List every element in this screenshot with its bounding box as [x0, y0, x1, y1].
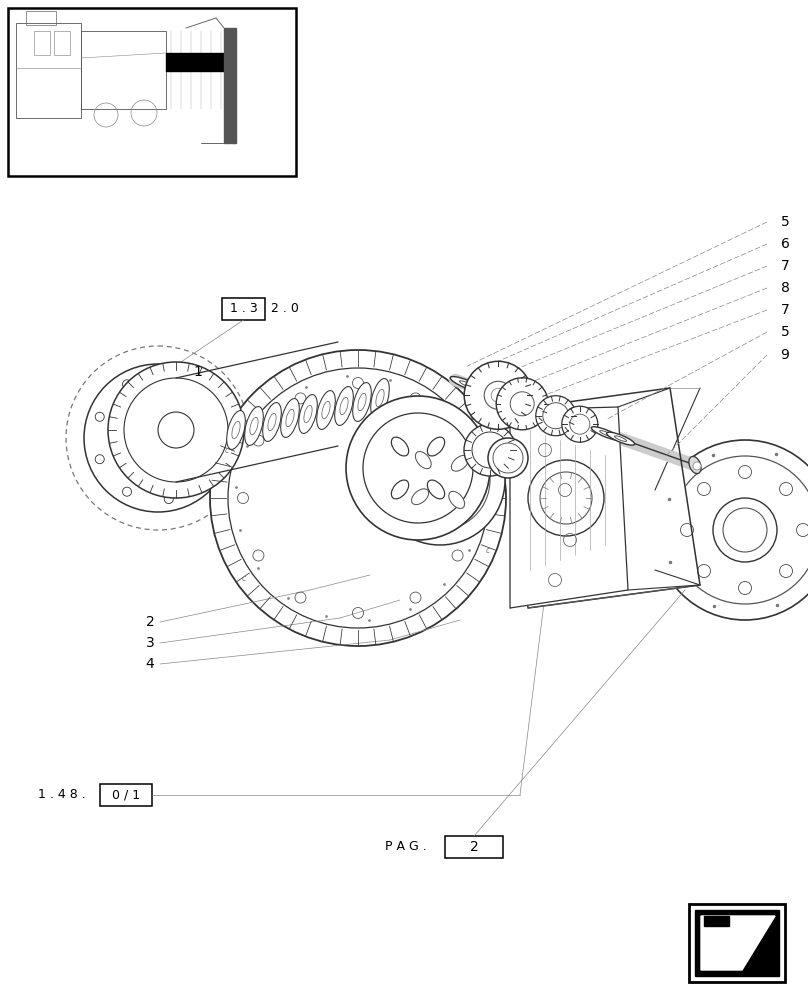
Ellipse shape: [450, 377, 484, 392]
Text: c: c: [225, 446, 229, 455]
Text: 8: 8: [781, 281, 789, 295]
Text: c: c: [470, 413, 475, 422]
Ellipse shape: [689, 456, 701, 474]
Ellipse shape: [460, 381, 474, 388]
Circle shape: [375, 415, 505, 545]
Ellipse shape: [245, 407, 263, 445]
Text: c: c: [242, 574, 246, 583]
Ellipse shape: [353, 383, 372, 421]
Ellipse shape: [391, 437, 409, 456]
Polygon shape: [704, 916, 729, 926]
Circle shape: [723, 508, 767, 552]
Circle shape: [510, 392, 534, 416]
Circle shape: [496, 378, 548, 430]
Bar: [54, 31, 70, 55]
Circle shape: [488, 438, 528, 478]
Text: 0 / 1: 0 / 1: [112, 788, 140, 802]
Text: 4: 4: [145, 657, 154, 671]
Ellipse shape: [427, 437, 444, 456]
Ellipse shape: [263, 403, 281, 441]
Circle shape: [713, 498, 777, 562]
Text: 7: 7: [781, 303, 789, 317]
Circle shape: [491, 388, 505, 402]
Bar: [445, 836, 503, 858]
Ellipse shape: [415, 452, 431, 469]
Bar: [16, 23, 81, 118]
Text: 2: 2: [469, 840, 478, 854]
Text: 6: 6: [781, 237, 789, 251]
Text: 1: 1: [194, 365, 203, 379]
Circle shape: [390, 430, 490, 530]
Circle shape: [210, 350, 506, 646]
Ellipse shape: [600, 431, 612, 437]
Circle shape: [108, 362, 244, 498]
Text: P A G .: P A G .: [385, 840, 427, 854]
Ellipse shape: [427, 480, 444, 499]
Ellipse shape: [317, 391, 335, 429]
Ellipse shape: [335, 387, 353, 425]
Circle shape: [570, 414, 590, 434]
Text: c: c: [486, 546, 490, 555]
Text: 5: 5: [781, 215, 789, 229]
Text: 7: 7: [781, 259, 789, 273]
Polygon shape: [701, 916, 775, 970]
Circle shape: [124, 378, 228, 482]
Text: 5: 5: [781, 325, 789, 339]
Circle shape: [228, 368, 488, 628]
Circle shape: [472, 432, 508, 468]
Circle shape: [562, 406, 598, 442]
Ellipse shape: [615, 436, 627, 441]
Bar: [26, 11, 56, 25]
Text: 2 . 0: 2 . 0: [271, 302, 299, 316]
Text: 9: 9: [781, 348, 789, 362]
Circle shape: [346, 396, 490, 540]
Ellipse shape: [591, 427, 621, 440]
Ellipse shape: [299, 395, 318, 433]
Bar: [689, 904, 785, 982]
Circle shape: [465, 361, 532, 429]
Ellipse shape: [607, 432, 634, 445]
Circle shape: [363, 413, 473, 523]
Bar: [100, 784, 152, 806]
Circle shape: [671, 456, 808, 604]
Circle shape: [543, 403, 569, 429]
Text: 3: 3: [145, 636, 154, 650]
Ellipse shape: [227, 411, 246, 449]
Bar: [8, 8, 296, 176]
Ellipse shape: [448, 491, 465, 508]
Bar: [34, 31, 50, 55]
Text: 1 . 4 8 .: 1 . 4 8 .: [38, 788, 86, 802]
Ellipse shape: [371, 379, 389, 417]
Ellipse shape: [411, 489, 429, 505]
Circle shape: [693, 462, 701, 470]
Polygon shape: [510, 407, 628, 608]
Polygon shape: [224, 28, 236, 143]
Ellipse shape: [280, 399, 299, 437]
Polygon shape: [510, 388, 700, 608]
Bar: [222, 298, 265, 320]
Bar: [81, 31, 166, 109]
Ellipse shape: [452, 455, 469, 471]
Circle shape: [464, 424, 516, 476]
Text: 1 . 3: 1 . 3: [229, 302, 258, 316]
Circle shape: [536, 396, 576, 436]
Ellipse shape: [391, 480, 409, 499]
Polygon shape: [695, 910, 779, 976]
Circle shape: [655, 440, 808, 620]
Circle shape: [493, 443, 523, 473]
Circle shape: [484, 381, 512, 409]
Text: 2: 2: [145, 615, 154, 629]
